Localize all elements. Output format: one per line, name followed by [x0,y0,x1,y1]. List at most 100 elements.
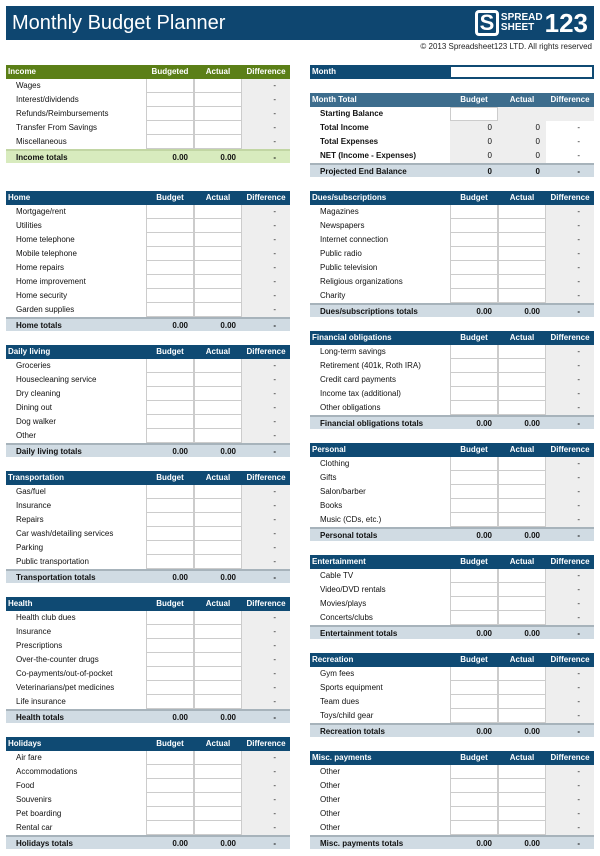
budget-input[interactable] [450,807,498,821]
budget-input[interactable] [146,415,194,429]
actual-input[interactable] [194,667,242,681]
budget-input[interactable] [146,667,194,681]
actual-input[interactable] [194,695,242,709]
actual-input[interactable] [498,695,546,709]
actual-input[interactable] [498,709,546,723]
actual-input[interactable] [498,779,546,793]
actual-input[interactable] [194,303,242,317]
actual-input[interactable] [194,401,242,415]
actual-input[interactable] [194,807,242,821]
actual-input[interactable] [194,625,242,639]
actual-input[interactable] [194,121,242,135]
actual-input[interactable] [194,79,242,93]
actual-input[interactable] [498,233,546,247]
actual-input[interactable] [498,807,546,821]
budget-input[interactable] [146,765,194,779]
actual-input[interactable] [498,401,546,415]
actual-input[interactable] [194,527,242,541]
actual-input[interactable] [194,289,242,303]
actual-input[interactable] [498,765,546,779]
actual-input[interactable] [498,457,546,471]
budget-input[interactable] [450,583,498,597]
budget-input[interactable] [146,611,194,625]
budget-input[interactable] [146,779,194,793]
starting-balance-input[interactable] [450,107,498,121]
budget-input[interactable] [450,765,498,779]
actual-input[interactable] [498,793,546,807]
budget-input[interactable] [450,499,498,513]
budget-input[interactable] [450,569,498,583]
budget-input[interactable] [146,429,194,443]
actual-input[interactable] [498,219,546,233]
actual-input[interactable] [498,513,546,527]
budget-input[interactable] [450,359,498,373]
actual-input[interactable] [194,93,242,107]
budget-input[interactable] [146,793,194,807]
budget-input[interactable] [146,639,194,653]
budget-input[interactable] [146,513,194,527]
actual-input[interactable] [498,373,546,387]
budget-input[interactable] [450,597,498,611]
budget-input[interactable] [146,219,194,233]
budget-input[interactable] [146,79,194,93]
budget-input[interactable] [146,373,194,387]
actual-input[interactable] [194,415,242,429]
budget-input[interactable] [146,541,194,555]
budget-input[interactable] [450,247,498,261]
budget-input[interactable] [146,653,194,667]
actual-input[interactable] [194,513,242,527]
actual-input[interactable] [498,597,546,611]
actual-input[interactable] [498,345,546,359]
actual-input[interactable] [194,429,242,443]
budget-input[interactable] [450,233,498,247]
actual-input[interactable] [194,485,242,499]
actual-input[interactable] [498,569,546,583]
budget-input[interactable] [146,499,194,513]
budget-input[interactable] [146,233,194,247]
actual-input[interactable] [194,821,242,835]
actual-input[interactable] [498,359,546,373]
actual-input[interactable] [194,653,242,667]
budget-input[interactable] [450,345,498,359]
budget-input[interactable] [450,695,498,709]
actual-input[interactable] [194,219,242,233]
budget-input[interactable] [146,93,194,107]
actual-input[interactable] [194,555,242,569]
budget-input[interactable] [146,527,194,541]
budget-input[interactable] [450,821,498,835]
budget-input[interactable] [146,135,194,149]
actual-input[interactable] [498,275,546,289]
actual-input[interactable] [194,275,242,289]
budget-input[interactable] [146,555,194,569]
actual-input[interactable] [498,387,546,401]
budget-input[interactable] [146,695,194,709]
budget-input[interactable] [450,681,498,695]
budget-input[interactable] [450,457,498,471]
budget-input[interactable] [146,289,194,303]
actual-input[interactable] [194,387,242,401]
actual-input[interactable] [194,793,242,807]
actual-input[interactable] [194,233,242,247]
budget-input[interactable] [146,751,194,765]
budget-input[interactable] [450,793,498,807]
month-input[interactable] [450,66,593,78]
actual-input[interactable] [194,541,242,555]
actual-input[interactable] [194,205,242,219]
budget-input[interactable] [450,261,498,275]
budget-input[interactable] [146,485,194,499]
actual-input[interactable] [194,373,242,387]
actual-input[interactable] [498,205,546,219]
budget-input[interactable] [450,471,498,485]
actual-input[interactable] [194,359,242,373]
actual-input[interactable] [498,261,546,275]
budget-input[interactable] [450,373,498,387]
budget-input[interactable] [146,681,194,695]
budget-input[interactable] [146,205,194,219]
actual-input[interactable] [194,107,242,121]
actual-input[interactable] [194,751,242,765]
budget-input[interactable] [146,807,194,821]
actual-input[interactable] [194,135,242,149]
actual-input[interactable] [194,247,242,261]
budget-input[interactable] [146,303,194,317]
actual-input[interactable] [194,611,242,625]
